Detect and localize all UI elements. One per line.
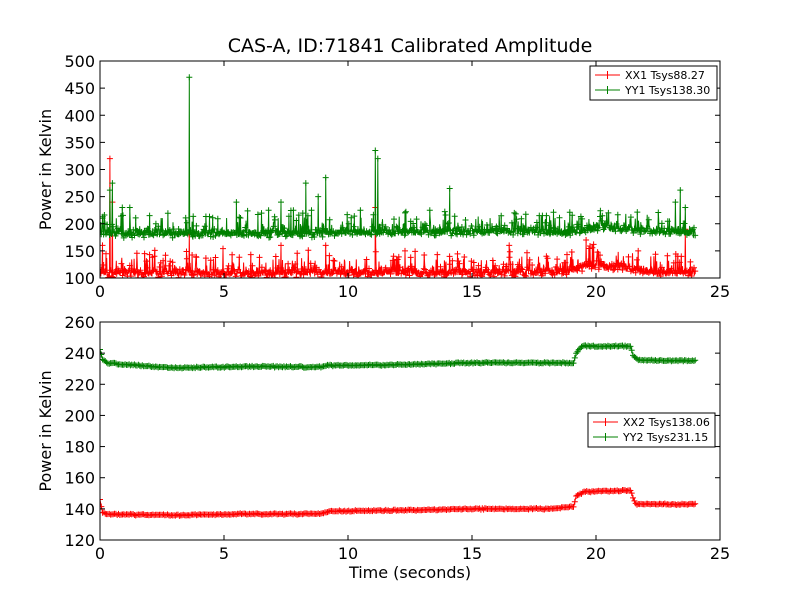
legend-box xyxy=(587,412,716,448)
axes-frame xyxy=(99,321,721,541)
plot-series-group xyxy=(100,74,699,278)
legend-label: XX2 Tsys138.06 xyxy=(623,416,710,429)
y-tick-label: 260 xyxy=(64,313,95,332)
x-tick-label: 20 xyxy=(586,544,606,563)
x-tick-label: 25 xyxy=(710,282,730,301)
y-axis-label: Power in Kelvin xyxy=(36,109,55,230)
y-tick-label: 220 xyxy=(64,375,95,394)
y-tick-label: 160 xyxy=(64,469,95,488)
legend-label: XX1 Tsys88.27 xyxy=(625,69,705,82)
y-tick-label: 140 xyxy=(64,500,95,519)
legend-marker xyxy=(603,86,612,94)
y-tick-label: 200 xyxy=(64,215,95,234)
series-markers xyxy=(100,74,699,241)
y-tick-label: 240 xyxy=(64,344,95,363)
x-axis-label: Time (seconds) xyxy=(348,563,471,582)
y-tick-label: 350 xyxy=(64,133,95,152)
x-tick-label: 25 xyxy=(710,544,730,563)
chart-title: CAS-A, ID:71841 Calibrated Amplitude xyxy=(228,35,593,57)
y-tick-label: 180 xyxy=(64,438,95,457)
legend-marker xyxy=(603,71,612,79)
legend-marker xyxy=(601,418,610,426)
y-tick-label: 500 xyxy=(64,52,95,71)
y-tick-label: 150 xyxy=(64,242,95,261)
y-tick-label: 400 xyxy=(64,106,95,125)
legend-label: YY2 Tsys231.15 xyxy=(622,431,708,444)
y-axis-label: Power in Kelvin xyxy=(36,370,55,491)
x-tick-label: 15 xyxy=(462,544,482,563)
legend-marker xyxy=(601,433,610,441)
x-tick-label: 5 xyxy=(219,282,229,301)
y-tick-label: 100 xyxy=(64,269,95,288)
plot-series-group xyxy=(100,342,699,519)
y-tick-label: 450 xyxy=(64,79,95,98)
bottom-panel: 0 5 10 15 20 25 120 140 160 180 200 220 240 260 Power … xyxy=(36,313,730,582)
y-tick-label: 120 xyxy=(64,531,95,550)
legend: XX2 Tsys138.06 YY2 Tsys231.15 xyxy=(587,412,716,448)
x-tick-label: 0 xyxy=(95,282,105,301)
y-tick-label: 250 xyxy=(64,188,95,207)
x-tick-label: 5 xyxy=(219,544,229,563)
x-tick-label: 15 xyxy=(462,282,482,301)
x-tick-label: 10 xyxy=(338,282,358,301)
legend: XX1 Tsys88.27 YY1 Tsys138.30 xyxy=(589,65,718,101)
x-tick-label: 20 xyxy=(586,282,606,301)
x-tick-label: 0 xyxy=(95,544,105,563)
series-markers xyxy=(100,155,699,278)
series-markers xyxy=(100,487,699,519)
x-tick-label: 10 xyxy=(338,544,358,563)
y-tick-label: 300 xyxy=(64,161,95,180)
y-tick-label: 200 xyxy=(64,406,95,425)
legend-box xyxy=(589,65,718,101)
series-markers xyxy=(100,342,699,372)
legend-label: YY1 Tsys138.30 xyxy=(624,84,710,97)
top-panel: 0 5 10 15 20 25 100 150 200 250 300 350 400 450 500 Pow… xyxy=(36,52,730,301)
